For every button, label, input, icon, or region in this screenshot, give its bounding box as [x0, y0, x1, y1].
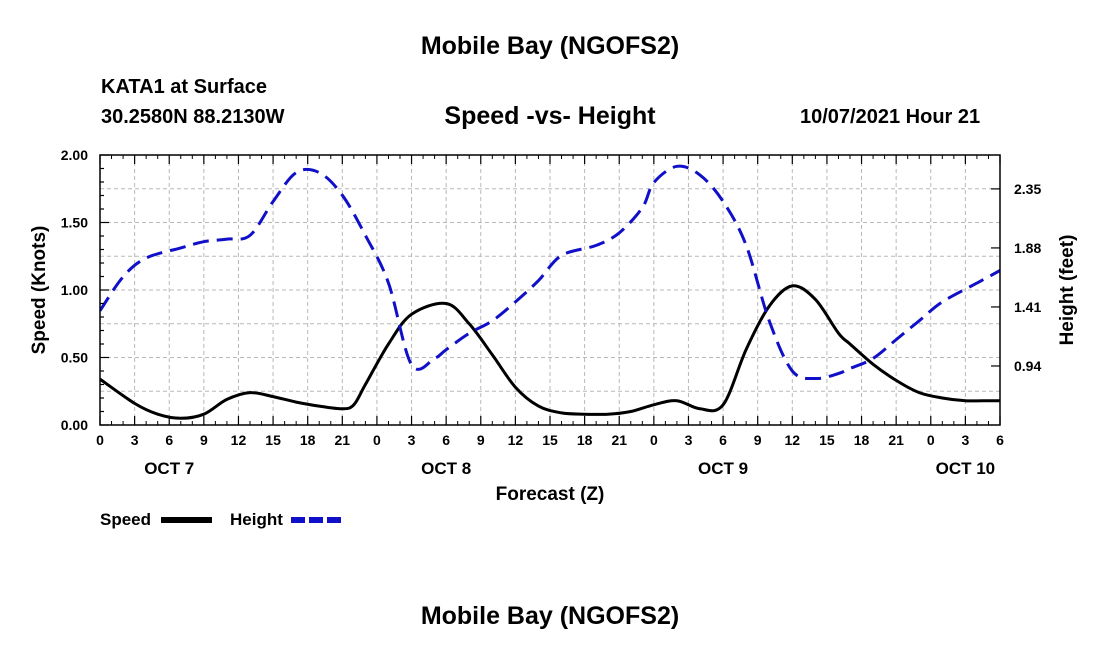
x-tick-label: 0 [650, 432, 658, 448]
x-tick-label: 3 [408, 432, 416, 448]
legend-height-label: Height [230, 510, 283, 529]
legend-speed-label: Speed [100, 510, 151, 529]
x-tick-label: 6 [165, 432, 173, 448]
y-right-tick-label: 2.35 [1014, 181, 1041, 197]
x-tick-label: 21 [888, 432, 904, 448]
forecast-datetime: 10/07/2021 Hour 21 [800, 106, 981, 128]
x-tick-label: 3 [685, 432, 693, 448]
axes: 0 3 6 9 12 15 18 21 0 3 6 9 12 15 18 21 0 3 6 9 12 15 18 21 0 3 6 0… [29, 147, 1078, 505]
y-left-tick-label: 0.50 [61, 350, 88, 366]
x-tick-label: 18 [577, 432, 593, 448]
station-coordinates: 30.2580N 88.2130W [101, 106, 285, 128]
x-tick-label: 6 [719, 432, 727, 448]
x-tick-label: 3 [961, 432, 969, 448]
x-tick-label: 18 [854, 432, 870, 448]
y-right-tick-label: 1.41 [1014, 299, 1041, 315]
x-tick-label: 12 [785, 432, 801, 448]
x-tick-label: 18 [300, 432, 316, 448]
y-left-tick-label: 1.00 [61, 282, 88, 298]
x-tick-label: 0 [373, 432, 381, 448]
x-tick-label: 0 [927, 432, 935, 448]
x-tick-label: 9 [200, 432, 208, 448]
x-tick-label: 9 [754, 432, 762, 448]
x-tick-label: 3 [131, 432, 139, 448]
x-tick-label: 15 [542, 432, 558, 448]
x-tick-label: 6 [996, 432, 1004, 448]
x-date-label: OCT 9 [698, 459, 748, 478]
y-right-axis-title: Height (feet) [1057, 235, 1078, 346]
x-date-label: OCT 7 [144, 459, 194, 478]
x-tick-label: 12 [231, 432, 247, 448]
y-left-tick-label: 1.50 [61, 215, 88, 231]
height-series-line [100, 164, 1000, 381]
x-date-label: OCT 10 [936, 459, 996, 478]
x-date-label: OCT 8 [421, 459, 471, 478]
y-right-tick-label: 0.94 [1014, 358, 1041, 374]
series-layer [100, 164, 1000, 420]
y-left-axis-title: Speed (Knots) [29, 226, 50, 355]
x-tick-label: 0 [96, 432, 104, 448]
x-tick-label: 21 [611, 432, 627, 448]
chart-title-bottom: Mobile Bay (NGOFS2) [420, 602, 680, 630]
station-name: KATA1 at Surface [101, 76, 267, 98]
x-tick-label: 15 [819, 432, 835, 448]
legend: Speed Height [100, 510, 342, 529]
grid-lines [100, 155, 1000, 425]
x-tick-label: 6 [442, 432, 450, 448]
x-tick-label: 12 [508, 432, 524, 448]
chart-subtitle: Speed -vs- Height [444, 102, 656, 130]
x-tick-label: 15 [265, 432, 281, 448]
y-right-tick-label: 1.88 [1014, 240, 1041, 256]
y-left-tick-label: 0.00 [61, 417, 88, 433]
x-tick-label: 9 [477, 432, 485, 448]
x-tick-label: 21 [335, 432, 351, 448]
chart-title-top: Mobile Bay (NGOFS2) [420, 32, 680, 60]
y-left-tick-label: 2.00 [61, 147, 88, 163]
x-axis-title: Forecast (Z) [496, 484, 605, 505]
speed-series-line [100, 284, 1000, 420]
